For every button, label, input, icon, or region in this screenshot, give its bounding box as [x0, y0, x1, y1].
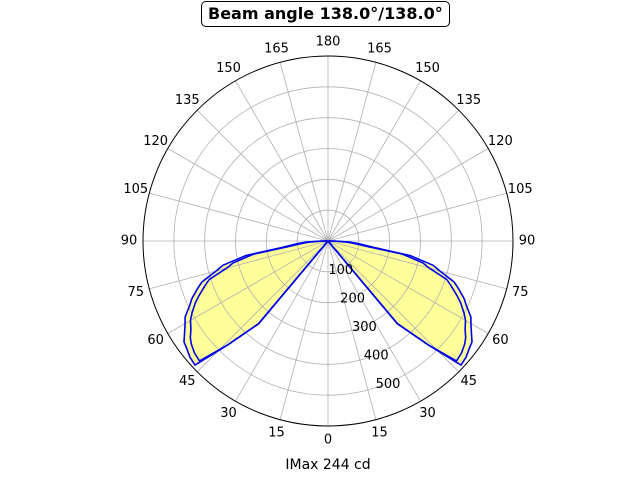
grid-spoke: [167, 148, 329, 242]
radial-tick-label: 400: [364, 348, 389, 363]
beam-fill: [184, 241, 472, 366]
grid-spoke: [235, 240, 329, 402]
beam-curve-2: [189, 240, 467, 362]
chart-title: Beam angle 138.0°/138.0°: [201, 1, 450, 27]
grid-spoke: [279, 62, 329, 242]
radial-tick-label: 500: [376, 377, 401, 392]
angle-tick-label: 90: [519, 234, 536, 249]
angle-tick-label: 150: [216, 61, 241, 76]
grid-spoke: [327, 109, 460, 242]
angle-tick-label: 150: [415, 61, 440, 76]
grid-spoke: [327, 192, 507, 242]
beam-fill-area: [184, 241, 472, 366]
angle-tick-label: 60: [147, 333, 164, 348]
polar-grid: [143, 56, 513, 426]
angle-tick-label: 90: [121, 234, 138, 249]
grid-spoke: [196, 109, 329, 242]
grid-spoke: [279, 240, 329, 420]
radial-tick-label: 300: [352, 320, 377, 335]
angle-tick-label: 60: [492, 333, 509, 348]
angle-tick-label: 75: [128, 285, 145, 300]
angle-tick-labels: 0 15 30 45 60 75 90 105 120 135 150 165 180 165 150 135…: [121, 35, 536, 448]
radial-tick-labels: 100 200 300 400 500: [328, 263, 400, 392]
angle-tick-label: 105: [123, 182, 148, 197]
angle-tick-label: 105: [508, 182, 533, 197]
angle-tick-label: 15: [371, 426, 388, 441]
angle-tick-label: 180: [316, 35, 341, 50]
x-axis-label: IMax 244 cd: [285, 457, 371, 473]
angle-tick-label: 135: [456, 93, 481, 108]
angle-tick-label: 120: [488, 134, 513, 149]
polar-frame: [142, 55, 514, 427]
angle-tick-label: 30: [220, 406, 237, 421]
angle-tick-label: 45: [460, 374, 477, 389]
grid-spoke: [327, 62, 377, 242]
grid-spoke: [149, 192, 329, 242]
grid-spoke: [327, 240, 421, 402]
grid-spoke: [327, 240, 507, 290]
angle-tick-label: 0: [324, 433, 332, 448]
grid-spoke: [327, 148, 489, 242]
angle-tick-label: 135: [175, 93, 200, 108]
angle-tick-label: 165: [367, 41, 392, 56]
angle-tick-label: 120: [143, 134, 168, 149]
grid-spoke: [235, 80, 329, 242]
angle-tick-label: 165: [264, 41, 289, 56]
grid-spoke: [327, 80, 421, 242]
angle-tick-label: 15: [268, 426, 285, 441]
radial-tick-label: 200: [340, 291, 365, 306]
grid-spoke: [167, 240, 329, 334]
grid-spoke: [327, 240, 377, 420]
angle-tick-label: 45: [179, 374, 196, 389]
grid-spoke: [327, 240, 489, 334]
radial-tick-label: 100: [328, 263, 353, 278]
beam-curves: [183, 240, 473, 366]
angle-tick-label: 30: [419, 406, 436, 421]
angle-tick-label: 75: [512, 285, 529, 300]
grid-spoke: [149, 240, 329, 290]
